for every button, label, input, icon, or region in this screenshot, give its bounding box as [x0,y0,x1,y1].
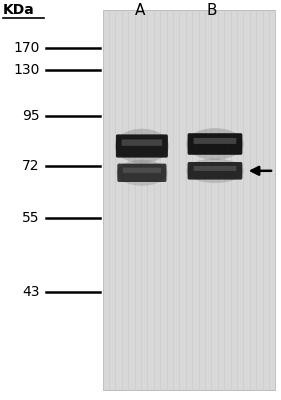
Text: 95: 95 [22,109,39,123]
FancyBboxPatch shape [188,133,242,155]
Text: B: B [207,3,217,18]
FancyBboxPatch shape [188,162,242,180]
FancyBboxPatch shape [194,138,236,144]
Text: A: A [135,3,146,18]
FancyBboxPatch shape [194,166,236,171]
Bar [103,10,275,390]
Ellipse shape [116,160,167,186]
Text: 130: 130 [13,63,39,77]
FancyBboxPatch shape [123,168,161,173]
Text: 43: 43 [22,285,39,299]
FancyBboxPatch shape [122,140,162,146]
Text: KDa: KDa [3,3,35,17]
FancyBboxPatch shape [116,134,168,158]
Ellipse shape [186,158,244,183]
Text: 170: 170 [13,41,39,55]
FancyBboxPatch shape [117,164,166,182]
Ellipse shape [186,128,244,160]
Ellipse shape [115,129,169,163]
Text: 55: 55 [22,211,39,225]
Text: 72: 72 [22,159,39,173]
